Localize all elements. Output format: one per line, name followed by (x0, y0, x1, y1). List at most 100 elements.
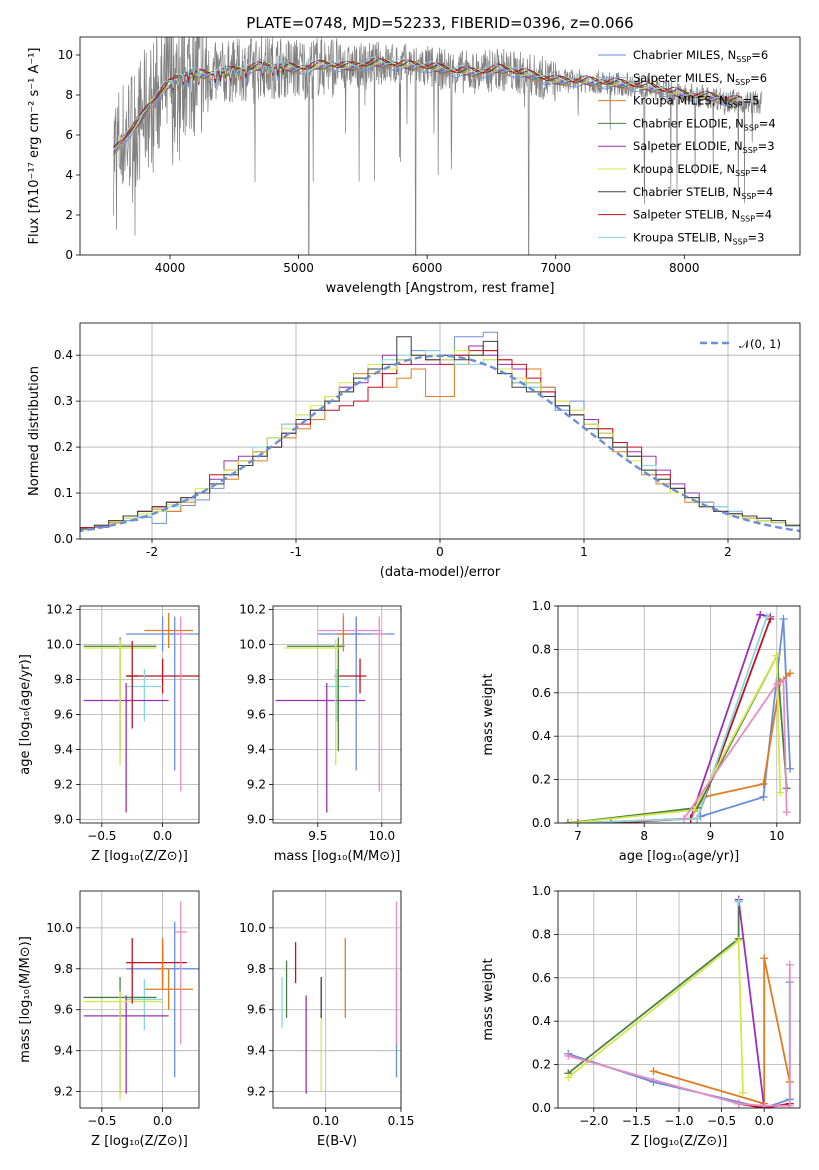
residuals-panel: -2 -1 0 1 2 0.0 0.1 0.2 0.3 0.4 (data-model)/error… (27, 322, 801, 580)
y-tick-label: 9.6 (247, 1003, 266, 1017)
spectrum-legend: Chabrier MILES, NSSP=6 Salpeter MILES, NS… (598, 48, 776, 246)
weight-marker (734, 897, 743, 906)
ebv-mass-plot-area (281, 901, 398, 1094)
legend-entry: Salpeter STELIB, NSSP=4 (633, 208, 772, 224)
errorbar-point (168, 921, 181, 1078)
model-spectrum (113, 61, 743, 154)
y-tick-label: 0.3 (54, 394, 73, 408)
weight-marker (734, 936, 743, 945)
residuals-legend: 𝒩(0, 1) (700, 337, 781, 351)
weight-marker (734, 1099, 743, 1108)
x-tick-label: 10 (769, 829, 784, 843)
age-weight-panel: 7 8 9 10 0.0 0.2 0.4 0.6 0.8 1.0 age [log₁₀(age/yr… (481, 599, 801, 864)
residuals-frame (79, 322, 801, 540)
x-tick-label: 0.10 (312, 1114, 339, 1128)
weight-series (567, 612, 771, 823)
weight-marker (762, 612, 771, 621)
errorbar-point (349, 616, 363, 771)
x-tick-label: 9 (707, 829, 715, 843)
errorbar-point (83, 995, 169, 1094)
x-tick-label: 4000 (155, 261, 186, 275)
model-spectrum (113, 61, 742, 156)
y-tick-label: 1.0 (532, 884, 551, 898)
weight-series (679, 675, 791, 823)
y-tick-label: 9.8 (247, 673, 266, 687)
y-tick-label: 0.8 (532, 642, 551, 656)
x-tick-label: 2 (724, 545, 732, 559)
weight-marker (772, 651, 781, 660)
errorbar-point (317, 613, 382, 648)
z-weight-ticks: −2.0 −1.5 −1.0 −0.5 0.0 0.0 0.2 0.4 0.6 0.8 1.0 (532, 884, 774, 1128)
x-tick-label: 7000 (540, 261, 571, 275)
weight-series (564, 936, 747, 1097)
model-spectrum (113, 63, 743, 153)
errorbar-point (337, 616, 350, 652)
x-tick-label: 7 (574, 829, 582, 843)
spectrum-ticks: 4000 5000 6000 7000 8000 0 2 4 6 8 10 (58, 48, 700, 275)
y-tick-label: 9.4 (247, 1044, 266, 1058)
x-tick-label: 0.15 (388, 1114, 415, 1128)
weight-marker (785, 1101, 794, 1108)
x-axis-label: (data-model)/error (380, 565, 501, 580)
mass-age-ticks: 9.5 10.0 9.0 9.2 9.4 9.6 9.8 10.0 10.2 (239, 603, 395, 844)
y-tick-label: 9.2 (54, 1085, 73, 1099)
y-tick-label: 0.1 (54, 486, 73, 500)
weight-marker (760, 954, 769, 963)
x-tick-label: 6000 (412, 261, 443, 275)
y-axis-label: mass weight (481, 673, 496, 755)
y-tick-label: 10.2 (46, 603, 73, 617)
x-tick-label: 8 (640, 829, 648, 843)
y-axis-label: Flux [fλ10⁻¹⁷ erg cm⁻² s⁻¹ A⁻¹] (27, 48, 42, 245)
y-tick-label: 10.0 (46, 921, 73, 935)
x-tick-label: −1.0 (664, 1114, 693, 1128)
z-age-panel: −0.5 0.0 9.0 9.2 9.4 9.6 9.8 10.0 10.2 Z [log₁₀(Z… (18, 603, 200, 864)
y-tick-label: 10.0 (239, 921, 266, 935)
y-axis-label: mass weight (481, 958, 496, 1040)
y-tick-label: 1.0 (532, 599, 551, 613)
weight-marker (759, 792, 768, 801)
ebv-mass-ticks: 0.10 0.15 9.2 9.4 9.6 9.8 10.0 (239, 921, 414, 1128)
weight-marker (785, 960, 794, 969)
histogram-series (80, 331, 800, 532)
model-spectrum (113, 56, 743, 151)
errorbar-point (83, 639, 157, 766)
chart-title: PLATE=0748, MJD=52233, FIBERID=0396, z=0… (246, 14, 633, 32)
ebv-mass-grid (273, 891, 402, 1108)
y-tick-label: 4 (65, 168, 73, 182)
errorbar-point (334, 658, 367, 694)
y-axis-label: age [log₁₀(age/yr)] (18, 654, 33, 775)
errorbar-point (83, 991, 163, 1100)
legend-entry: Salpeter MILES, NSSP=6 (633, 71, 767, 87)
legend-entry: Kroupa MILES, NSSP=5 (633, 94, 759, 110)
mass-age-panel: 9.5 10.0 9.0 9.2 9.4 9.6 9.8 10.0 10.2 mass [log₁… (239, 603, 402, 864)
weight-marker (786, 669, 795, 678)
y-tick-label: 6 (65, 128, 73, 142)
y-tick-label: 9.2 (54, 778, 73, 792)
z-mass-ticks: −0.5 0.0 9.2 9.4 9.6 9.8 10.0 (46, 921, 172, 1128)
x-tick-label: −0.5 (87, 829, 116, 843)
x-tick-label: 5000 (283, 261, 314, 275)
ebv-mass-panel: 0.10 0.15 9.2 9.4 9.6 9.8 10.0 E(B-V) (239, 890, 414, 1149)
weight-marker (563, 819, 572, 823)
errorbar-point (372, 616, 386, 792)
x-axis-label: E(B-V) (317, 1134, 357, 1149)
spectrum-plot-area (113, 37, 762, 255)
y-tick-label: 0.0 (54, 532, 73, 546)
weight-marker (679, 814, 688, 823)
y-tick-label: 9.8 (54, 673, 73, 687)
errorbar-point (83, 683, 169, 813)
weight-marker (756, 610, 765, 619)
errorbar-point (168, 616, 181, 771)
weight-marker (779, 675, 788, 684)
y-tick-label: 9.4 (54, 1044, 73, 1058)
x-tick-label: 10.0 (368, 829, 395, 843)
weight-marker (759, 779, 768, 788)
z-mass-frame (79, 890, 200, 1109)
x-tick-label: 9.5 (308, 829, 327, 843)
errorbar-point (156, 938, 169, 990)
errorbar-point (126, 641, 139, 729)
x-tick-label: 0.0 (153, 829, 172, 843)
x-tick-label: 8000 (669, 261, 700, 275)
spectrum-panel: 4000 5000 6000 7000 8000 0 2 4 6 8 10 wavelength [A… (27, 14, 801, 296)
z-age-plot-area (83, 613, 199, 813)
